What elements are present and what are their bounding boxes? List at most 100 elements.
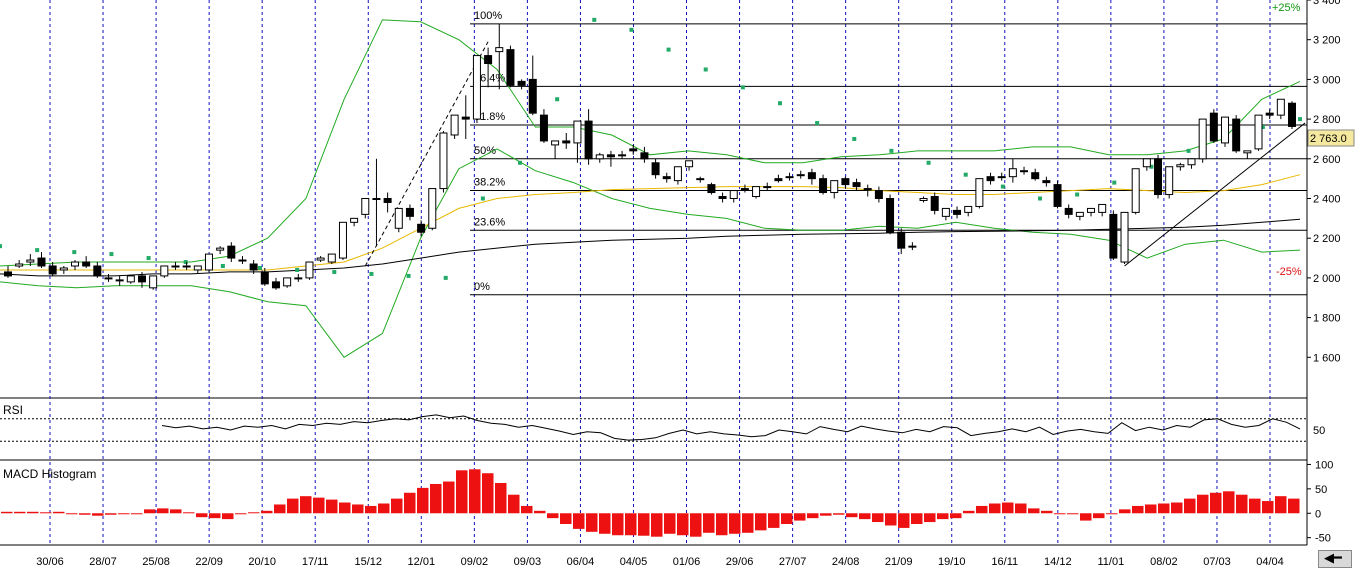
macd-bar [573,513,585,529]
macd-bar [768,513,780,528]
candle-body [1042,180,1051,184]
sar-dot [555,97,560,102]
macd-bar [729,513,741,534]
y-tick-label: 3 400 [1313,0,1341,7]
x-tick-label: 29/06 [726,556,754,568]
macd-bar [885,513,897,526]
candle-body [886,198,895,233]
macd-bar [1223,491,1235,514]
sar-dot [406,273,411,278]
sar-dot [183,260,188,265]
candle-body [651,162,660,176]
sar-dot [72,250,77,255]
macd-bar [1054,513,1066,515]
candle-body [517,80,526,86]
x-tick-label: 14/12 [1044,556,1072,568]
candle-body [1288,102,1296,127]
sar-dot [852,136,857,141]
x-tick-label: 30/06 [36,556,64,568]
macd-bar [170,509,182,514]
macd-bar [937,513,949,520]
candle-body [997,176,1006,179]
x-tick-label: 11/01 [1098,556,1125,568]
candle-body [417,223,426,233]
candle-body [383,198,392,203]
sar-dot [963,172,968,177]
x-tick-label: 21/09 [885,556,913,568]
macd-bar [27,511,39,514]
macd-bar [456,470,468,514]
candle-body [774,178,783,182]
candle-body [260,271,269,285]
sar-dot [1298,117,1302,122]
candle-body [93,265,102,277]
candle-body [1120,211,1129,263]
candle-body [238,259,247,262]
macd-bar [794,513,806,521]
macd-bar [352,504,364,514]
macd-bar [846,513,858,518]
candle-body [4,271,12,277]
macd-bar [404,492,416,514]
chart-labels: RSI MACD Histogram +25% -25% 2 763.0 [3,2,1355,481]
y-tick-label: 3 200 [1313,35,1341,47]
macd-bar [430,483,442,514]
candle-body [930,196,939,211]
candle-body [908,245,917,248]
fib-label: 100% [474,10,502,22]
macd-bar [1041,510,1053,514]
scroll-back-button[interactable]: ◀━ [1318,550,1352,568]
candle-body [104,277,113,280]
x-tick-label: 07/03 [1203,556,1231,568]
sar-dot [1000,184,1005,189]
candle-body [472,55,481,120]
macd-bar [508,494,520,514]
candle-body [361,198,370,215]
macd-bar [1275,496,1287,514]
candle-body [1187,158,1196,166]
candle-body [137,275,146,283]
candle-body [82,261,91,267]
candle-body [673,166,682,182]
candle-body [1075,211,1084,217]
candle-body [126,275,135,283]
macd-bar [495,482,507,514]
candle-body [685,160,694,168]
candle-body [729,190,738,199]
last-price-value: 2 763.0 [1310,133,1347,145]
macd-bar [599,513,611,534]
candle-body [1209,112,1218,142]
candle-body [740,188,749,191]
candle-body [1198,118,1207,160]
macd-y-tick: -50 [1315,533,1331,545]
macd-bar [872,513,884,523]
macd-bar [417,487,429,514]
y-tick-label: 2 200 [1313,233,1341,245]
candle-body [551,140,560,146]
candle-body [271,281,280,289]
moving-average-mid [0,174,1301,271]
candle-body [975,178,984,207]
sar-dot [629,27,634,32]
x-tick-label: 16/11 [991,556,1018,568]
x-tick-label: 22/09 [195,556,223,568]
macd-bar [703,513,715,533]
sar-dot [740,85,745,90]
sar-dot [258,265,262,270]
candle-body [584,120,593,160]
candle-body [405,207,414,217]
macd-bar [482,473,494,514]
candle-body [852,182,861,188]
candle-body [316,257,325,261]
macd-bar [742,513,754,533]
candle-body [707,184,716,194]
price-candles [4,23,1296,290]
macd-bar [690,513,702,537]
x-tick-label: 01/06 [673,556,701,568]
macd-bar [1236,494,1248,514]
macd-bar [443,481,455,514]
macd-bar [235,513,247,515]
rsi-panel-title: RSI [3,403,23,417]
x-tick-label: 04/05 [620,556,648,568]
candle-body [372,198,381,200]
